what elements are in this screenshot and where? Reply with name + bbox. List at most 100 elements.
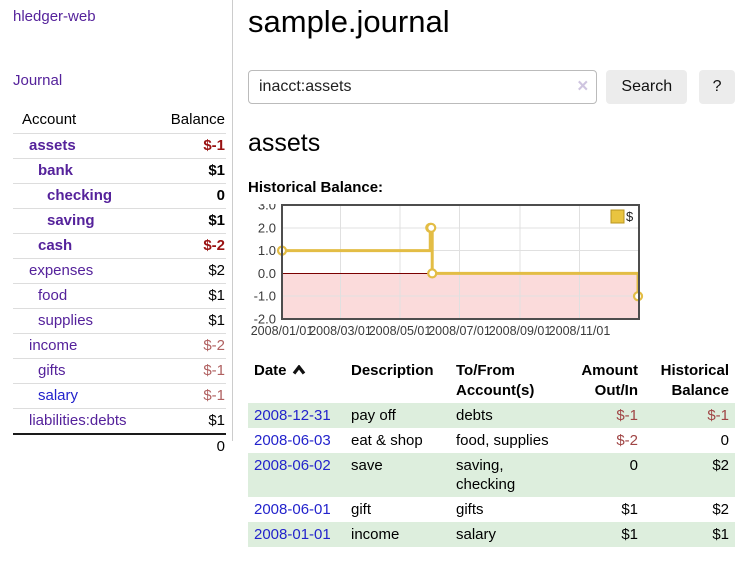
transaction-balance: $2: [712, 457, 729, 474]
transaction-date-cell: 2008-06-01: [248, 497, 345, 522]
accounts-total-spacer: [13, 434, 149, 459]
transaction-date-link[interactable]: 2008-06-03: [254, 432, 331, 449]
account-balance: 0: [216, 187, 225, 204]
transaction-accounts: food, supplies: [456, 432, 549, 449]
account-name-cell: saving: [13, 209, 149, 234]
register-header-amount-out-in: Amount Out/In: [562, 359, 644, 403]
account-name-cell: cash: [13, 234, 149, 259]
transaction-date-link[interactable]: 2008-06-02: [254, 457, 331, 474]
register-header-description: Description: [345, 359, 450, 403]
account-name-cell: gifts: [13, 359, 149, 384]
transaction-balance: 0: [720, 432, 729, 449]
register-header-label: To/From Account(s): [456, 362, 535, 399]
account-name-cell: supplies: [13, 309, 149, 334]
transaction-amount: $1: [621, 501, 638, 518]
clear-search-icon[interactable]: ×: [577, 76, 589, 97]
help-button[interactable]: ?: [699, 70, 735, 104]
search-box: ×: [248, 70, 598, 104]
account-row: expenses $2: [13, 258, 226, 284]
account-balance: $-2: [203, 337, 225, 354]
account-link[interactable]: gifts: [38, 362, 66, 379]
account-name-cell: salary: [13, 384, 149, 409]
account-name-cell: liabilities:debts: [13, 409, 149, 435]
account-name-cell: checking: [13, 184, 149, 209]
account-link[interactable]: assets: [29, 137, 76, 154]
transaction-row: 2008-06-03 eat & shop food, supplies $-2 0: [248, 428, 735, 453]
account-balance: $-1: [203, 362, 225, 379]
transaction-description: save: [351, 457, 383, 474]
transaction-accounts: gifts: [456, 501, 484, 518]
svg-text:2008/11/01: 2008/11/01: [549, 324, 611, 338]
account-row: cash $-2: [13, 233, 226, 259]
account-rows: assets $-1 bank $1 checking 0 saving $1 cash $-2 e…: [13, 133, 226, 435]
historical-balance-chart: 2008/01/012008/03/012008/05/012008/07/01…: [251, 204, 644, 338]
account-balance: $1: [208, 162, 225, 179]
register-header-historical-balance: Historical Balance: [644, 359, 735, 403]
account-row: income $-2: [13, 333, 226, 359]
transaction-date-link[interactable]: 2008-01-01: [254, 526, 331, 543]
account-link[interactable]: expenses: [29, 262, 94, 279]
chart-title: Historical Balance:: [248, 179, 384, 196]
account-link[interactable]: bank: [38, 162, 74, 179]
account-name-cell: expenses: [13, 259, 149, 284]
svg-text:2.0: 2.0: [258, 220, 276, 235]
svg-text:2008/03/01: 2008/03/01: [309, 324, 372, 338]
svg-text:2008/07/01: 2008/07/01: [428, 324, 491, 338]
transaction-accounts: debts: [456, 407, 493, 424]
account-link[interactable]: cash: [38, 237, 73, 254]
search-form: × Search ?: [248, 70, 735, 104]
register-header-label: Description: [351, 362, 434, 379]
sidebar-item-journal[interactable]: Journal: [13, 72, 63, 89]
transaction-date-link[interactable]: 2008-12-31: [254, 407, 331, 424]
register-header-date[interactable]: Date: [248, 359, 345, 403]
account-balance: $-2: [203, 237, 225, 254]
account-heading: assets: [248, 129, 321, 157]
account-row: bank $1: [13, 158, 226, 184]
transaction-amount: $-1: [616, 407, 638, 424]
register-header-label: Date: [254, 362, 287, 379]
account-link[interactable]: income: [29, 337, 78, 354]
account-link[interactable]: salary: [38, 387, 79, 404]
account-link[interactable]: liabilities:debts: [29, 412, 127, 429]
svg-text:3.0: 3.0: [258, 204, 276, 213]
account-balance: $1: [208, 312, 225, 329]
svg-text:2008/09/01: 2008/09/01: [489, 324, 552, 338]
transaction-date-cell: 2008-12-31: [248, 403, 345, 428]
account-link[interactable]: checking: [47, 187, 113, 204]
search-button[interactable]: Search: [606, 70, 688, 104]
svg-text:$: $: [626, 209, 634, 224]
transaction-amount: $-2: [616, 432, 638, 449]
app-brand-link[interactable]: hledger-web: [13, 8, 96, 25]
svg-text:0.0: 0.0: [258, 266, 276, 281]
transaction-row: 2008-12-31 pay off debts $-1 $-1: [248, 403, 735, 428]
transaction-description: gift: [351, 501, 372, 518]
account-row: checking 0: [13, 183, 226, 209]
account-name-cell: income: [13, 334, 149, 359]
account-link[interactable]: saving: [47, 212, 95, 229]
transaction-date-cell: 2008-01-01: [248, 522, 345, 547]
account-balance: $2: [208, 262, 225, 279]
account-row: food $1: [13, 283, 226, 309]
register-header-label: Amount Out/In: [581, 362, 638, 399]
transaction-date-link[interactable]: 2008-06-01: [254, 501, 331, 518]
account-link[interactable]: food: [38, 287, 68, 304]
svg-text:2008/01/01: 2008/01/01: [251, 324, 314, 338]
sort-ascending-icon: [292, 361, 306, 381]
transaction-balance: $1: [712, 526, 729, 543]
transaction-description: income: [351, 526, 400, 543]
account-balance: $1: [208, 412, 225, 429]
accounts-total-value: 0: [216, 438, 225, 455]
accounts-header-row: Account Balance: [13, 108, 226, 134]
account-name-cell: assets: [13, 134, 149, 159]
account-balance: $1: [208, 212, 225, 229]
account-name-cell: bank: [13, 159, 149, 184]
transaction-amount: $1: [621, 526, 638, 543]
account-row: saving $1: [13, 208, 226, 234]
account-link[interactable]: supplies: [38, 312, 94, 329]
accounts-header-balance: Balance: [170, 111, 225, 128]
transaction-date-cell: 2008-06-03: [248, 428, 345, 453]
account-row: liabilities:debts $1: [13, 408, 226, 435]
search-input[interactable]: [248, 70, 598, 104]
register-table: Date Description To/From Account(s) Amount …: [248, 359, 735, 547]
transaction-balance: $2: [712, 501, 729, 518]
